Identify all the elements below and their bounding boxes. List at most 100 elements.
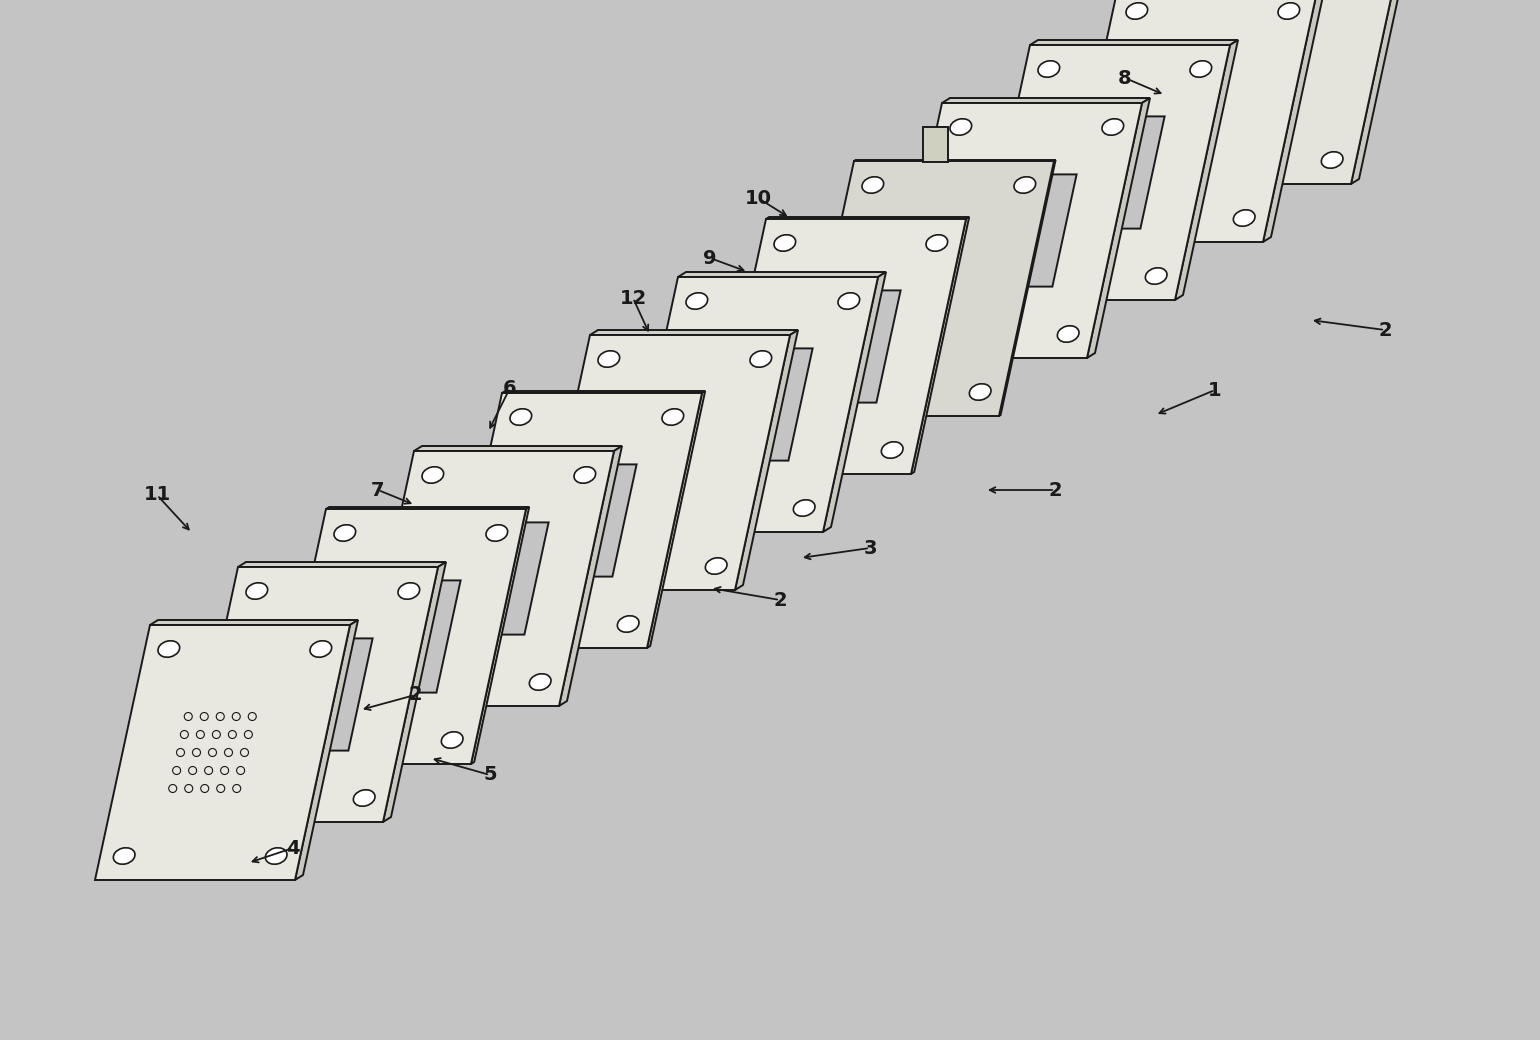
Ellipse shape (159, 641, 180, 657)
Polygon shape (513, 465, 636, 576)
Text: 6: 6 (504, 379, 517, 397)
Polygon shape (975, 45, 1230, 300)
Ellipse shape (906, 326, 927, 342)
Text: 3: 3 (864, 539, 876, 557)
Ellipse shape (1190, 60, 1212, 77)
Ellipse shape (114, 848, 136, 864)
Text: 2: 2 (1378, 320, 1392, 339)
Text: 5: 5 (484, 765, 497, 784)
Polygon shape (912, 217, 969, 474)
Ellipse shape (265, 848, 286, 864)
Ellipse shape (818, 384, 839, 400)
Ellipse shape (662, 409, 684, 425)
Ellipse shape (1038, 60, 1060, 77)
Polygon shape (471, 506, 530, 764)
Text: 2: 2 (773, 591, 787, 609)
Ellipse shape (1058, 326, 1080, 342)
Text: 10: 10 (744, 188, 772, 208)
Ellipse shape (950, 119, 972, 135)
Ellipse shape (422, 467, 444, 484)
Ellipse shape (442, 732, 464, 748)
Ellipse shape (926, 235, 947, 252)
Polygon shape (502, 391, 705, 393)
Polygon shape (1351, 0, 1414, 184)
Ellipse shape (838, 293, 859, 309)
Ellipse shape (862, 177, 884, 193)
Ellipse shape (246, 582, 268, 599)
Polygon shape (952, 175, 1076, 287)
Polygon shape (887, 103, 1143, 358)
Text: 12: 12 (619, 288, 647, 308)
Polygon shape (776, 290, 901, 402)
Text: 11: 11 (143, 486, 171, 504)
Polygon shape (248, 639, 373, 751)
Polygon shape (590, 330, 798, 335)
Polygon shape (447, 393, 702, 648)
Ellipse shape (969, 384, 992, 400)
Polygon shape (922, 127, 949, 162)
Ellipse shape (202, 789, 223, 806)
Ellipse shape (705, 557, 727, 574)
Ellipse shape (730, 442, 752, 459)
Polygon shape (799, 161, 1053, 416)
Polygon shape (425, 522, 548, 634)
Ellipse shape (641, 500, 664, 516)
Polygon shape (1087, 98, 1150, 358)
Ellipse shape (1169, 152, 1190, 168)
Ellipse shape (598, 350, 619, 367)
Ellipse shape (775, 235, 796, 252)
Polygon shape (1041, 116, 1164, 229)
Text: 8: 8 (1118, 69, 1132, 87)
Polygon shape (999, 160, 1055, 416)
Text: 2: 2 (1049, 480, 1061, 499)
Ellipse shape (530, 674, 551, 691)
Polygon shape (1063, 0, 1318, 242)
Ellipse shape (574, 467, 596, 484)
Ellipse shape (553, 557, 574, 574)
Polygon shape (95, 625, 350, 880)
Ellipse shape (793, 500, 815, 516)
Polygon shape (414, 446, 622, 451)
Polygon shape (678, 272, 886, 277)
Polygon shape (326, 506, 530, 509)
Polygon shape (383, 562, 447, 822)
Ellipse shape (310, 641, 331, 657)
Polygon shape (711, 219, 966, 474)
Ellipse shape (881, 442, 902, 459)
Polygon shape (183, 567, 437, 822)
Polygon shape (765, 217, 969, 219)
Ellipse shape (1146, 267, 1167, 284)
Ellipse shape (334, 525, 356, 541)
Ellipse shape (1278, 3, 1300, 19)
Polygon shape (1030, 40, 1238, 45)
Ellipse shape (685, 293, 708, 309)
Ellipse shape (1103, 119, 1124, 135)
Ellipse shape (353, 789, 376, 806)
Ellipse shape (290, 732, 311, 748)
Ellipse shape (750, 350, 772, 367)
Polygon shape (624, 277, 878, 532)
Polygon shape (822, 272, 885, 532)
Ellipse shape (993, 267, 1015, 284)
Polygon shape (1150, 0, 1406, 184)
Polygon shape (359, 451, 614, 706)
Polygon shape (942, 98, 1150, 103)
Ellipse shape (465, 616, 487, 632)
Ellipse shape (1126, 3, 1147, 19)
Polygon shape (336, 580, 460, 693)
Polygon shape (296, 620, 357, 880)
Ellipse shape (377, 674, 399, 691)
Ellipse shape (510, 409, 531, 425)
Polygon shape (688, 348, 813, 461)
Ellipse shape (618, 616, 639, 632)
Polygon shape (647, 391, 705, 648)
Polygon shape (735, 330, 798, 590)
Ellipse shape (487, 525, 508, 541)
Text: 1: 1 (1209, 381, 1221, 399)
Ellipse shape (1081, 210, 1103, 227)
Polygon shape (149, 620, 357, 625)
Text: 2: 2 (408, 685, 422, 704)
Polygon shape (271, 509, 527, 764)
Ellipse shape (1321, 152, 1343, 168)
Polygon shape (534, 335, 790, 590)
